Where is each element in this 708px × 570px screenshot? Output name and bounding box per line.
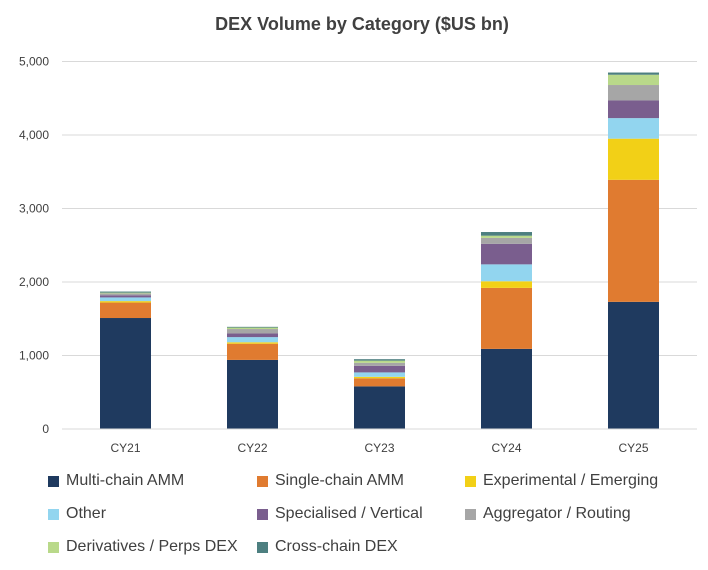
- x-axis: CY21 CY22 CY23 CY24 CY25: [110, 441, 648, 455]
- bar-segment: [100, 293, 151, 296]
- bar-segment: [481, 264, 532, 282]
- bar-stack-cy25: [608, 72, 659, 429]
- bar-segment: [227, 333, 278, 338]
- bar-segment: [608, 72, 659, 75]
- bar-segment: [481, 281, 532, 288]
- legend-label: Experimental / Emerging: [483, 472, 659, 489]
- legend-label: Cross-chain DEX: [275, 538, 398, 555]
- legend-swatch: [257, 508, 268, 520]
- bar-segment: [227, 327, 278, 330]
- bar-segment: [481, 232, 532, 236]
- bar-stack-cy23: [354, 359, 405, 429]
- x-tick-label: CY23: [364, 441, 394, 455]
- bar-stack-cy21: [100, 291, 151, 429]
- gridlines: [62, 61, 697, 356]
- y-tick-label: 5,000: [19, 55, 49, 69]
- bar-segment: [227, 337, 278, 343]
- y-tick-label: 2,000: [19, 275, 49, 289]
- bar-segment: [100, 292, 151, 294]
- bar-segment: [227, 343, 278, 360]
- bar-segment: [481, 348, 532, 429]
- bar-segment: [354, 359, 405, 361]
- legend-item: Specialised / Vertical: [257, 505, 423, 523]
- bar-segment: [100, 291, 151, 293]
- legend-label: Derivatives / Perps DEX: [66, 538, 238, 555]
- legend-swatch: [257, 541, 268, 553]
- bar-segment: [354, 376, 405, 379]
- legend-item: Multi-chain AMM: [48, 472, 184, 490]
- bar-segment: [100, 297, 151, 302]
- y-tick-label: 4,000: [19, 128, 49, 142]
- legend-item: Experimental / Emerging: [465, 472, 658, 490]
- bar-segment: [100, 318, 151, 429]
- bar-segment: [608, 100, 659, 119]
- legend-item: Other: [48, 505, 106, 523]
- bar-segment: [354, 362, 405, 366]
- x-tick-label: CY25: [618, 441, 648, 455]
- x-tick-label: CY22: [237, 441, 267, 455]
- bar-segment: [354, 386, 405, 429]
- x-tick-label: CY21: [110, 441, 140, 455]
- bar-segment: [608, 118, 659, 139]
- bar-segment: [481, 237, 532, 244]
- bar-segment: [608, 74, 659, 86]
- y-tick-label: 3,000: [19, 202, 49, 216]
- bar-segment: [100, 301, 151, 303]
- bar-segment: [227, 326, 278, 328]
- legend-label: Single-chain AMM: [275, 472, 404, 489]
- bar-segment: [481, 243, 532, 265]
- bar-segment: [608, 85, 659, 101]
- legend-item: Aggregator / Routing: [465, 505, 631, 523]
- bar-segment: [608, 301, 659, 429]
- bar-segment: [227, 342, 278, 344]
- bar-stack-cy22: [227, 326, 278, 429]
- bar-segment: [227, 359, 278, 429]
- legend-label: Other: [66, 505, 107, 522]
- legend-item: Cross-chain DEX: [257, 538, 398, 556]
- legend-label: Aggregator / Routing: [483, 505, 631, 522]
- bar-segment: [354, 378, 405, 387]
- legend-item: Single-chain AMM: [257, 472, 404, 490]
- bar-segment: [481, 287, 532, 349]
- bar-segment: [354, 360, 405, 363]
- bar-segment: [354, 365, 405, 373]
- bar-segment: [608, 138, 659, 180]
- chart-title: DEX Volume by Category ($US bn): [215, 14, 509, 34]
- bar-segment: [100, 295, 151, 298]
- legend-swatch: [48, 541, 59, 553]
- legend-item: Derivatives / Perps DEX: [48, 538, 238, 556]
- y-axis: 0 1,000 2,000 3,000 4,000 5,000: [19, 55, 49, 437]
- legend-swatch: [48, 508, 59, 520]
- bar-segment: [481, 235, 532, 238]
- legend-swatch: [48, 475, 59, 487]
- legend-swatch: [257, 475, 268, 487]
- legend-label: Multi-chain AMM: [66, 472, 185, 489]
- bar-segment: [608, 179, 659, 302]
- x-tick-label: CY24: [491, 441, 521, 455]
- legend-swatch: [465, 508, 476, 520]
- y-tick-label: 1,000: [19, 349, 49, 363]
- bar-segment: [100, 302, 151, 319]
- legend-swatch: [465, 475, 476, 487]
- bar-segment: [227, 329, 278, 334]
- bars: [100, 72, 659, 429]
- legend-label: Specialised / Vertical: [275, 505, 423, 522]
- bar-stack-cy24: [481, 232, 532, 429]
- y-tick-label: 0: [42, 422, 49, 436]
- bar-segment: [354, 372, 405, 377]
